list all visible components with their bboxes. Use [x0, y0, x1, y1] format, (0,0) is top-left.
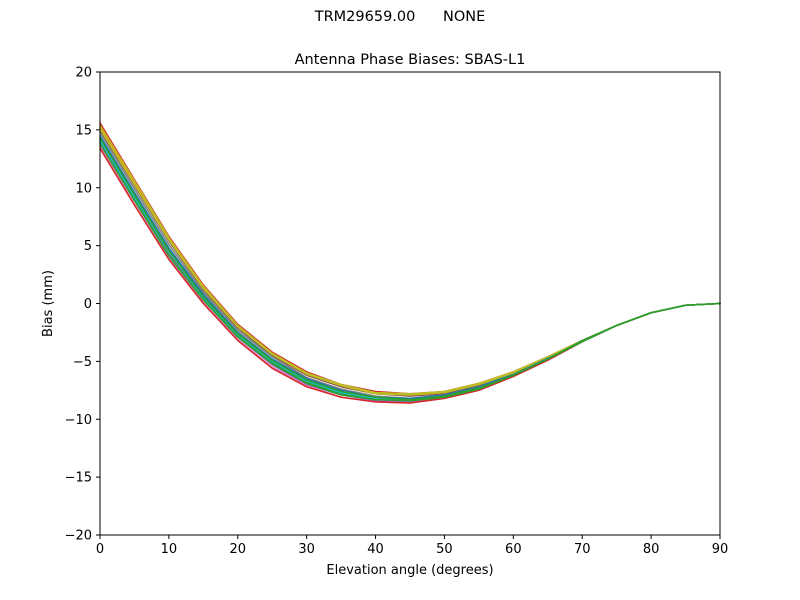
- y-tick-label: −15: [65, 471, 92, 486]
- y-tick-label: 0: [84, 297, 92, 312]
- x-tick-label: 10: [161, 542, 178, 557]
- y-tick-label: 10: [75, 181, 92, 196]
- series-line-13: [99, 127, 721, 396]
- x-tick-label: 30: [298, 542, 315, 557]
- series-line-2: [99, 125, 721, 396]
- x-tick-label: 60: [505, 542, 522, 557]
- y-tick-label: 5: [84, 239, 92, 254]
- y-tick-label: −5: [73, 355, 92, 370]
- series-line-6: [99, 129, 721, 397]
- y-tick-label: 20: [75, 66, 92, 81]
- chart-title: Antenna Phase Biases: SBAS-L1: [295, 52, 526, 68]
- series-line-8: [99, 131, 721, 400]
- x-tick-label: 80: [643, 542, 660, 557]
- figure-suptitle: TRM29659.00 NONE: [314, 9, 486, 25]
- series-line-4: [99, 122, 721, 395]
- x-tick-label: 0: [96, 542, 104, 557]
- x-tick-label: 50: [436, 542, 453, 557]
- y-axis-label: Bias (mm): [41, 270, 56, 337]
- x-tick-label: 40: [367, 542, 384, 557]
- y-tick-label: −20: [65, 529, 92, 544]
- series-line-15: [99, 143, 721, 402]
- y-tick-label: 15: [75, 123, 92, 138]
- series-line-11: [99, 134, 721, 400]
- series-line-9: [99, 124, 721, 395]
- x-tick-label: 70: [574, 542, 591, 557]
- plot-frame: [99, 71, 721, 536]
- x-tick-label: 90: [712, 542, 729, 557]
- y-tick-label: −10: [65, 413, 92, 428]
- x-tick-label: 20: [230, 542, 247, 557]
- series-line-14: [99, 137, 721, 401]
- x-axis-label: Elevation angle (degrees): [326, 563, 493, 578]
